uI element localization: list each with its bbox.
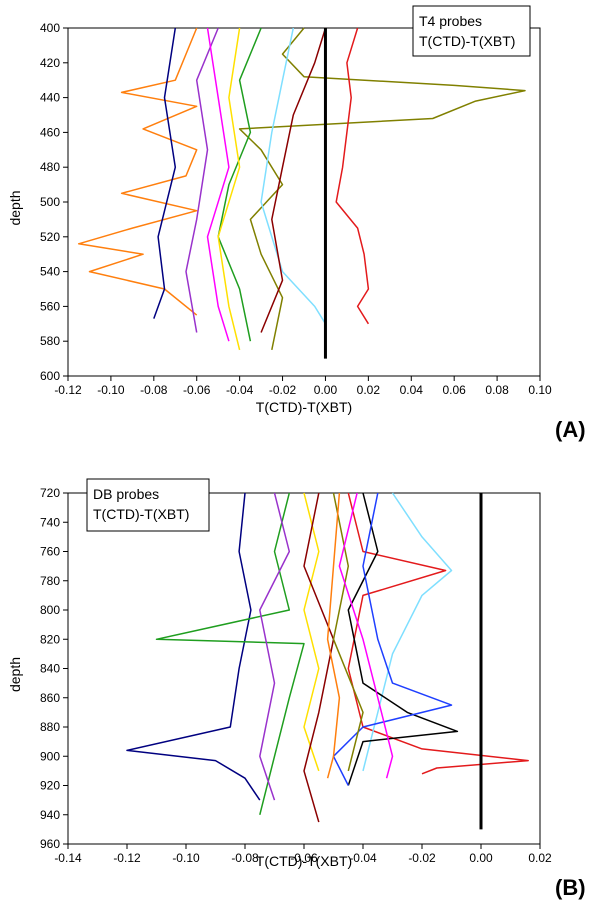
y-axis-label: depth: [7, 190, 23, 225]
series-line-7: [259, 492, 291, 801]
legend-box: [412, 5, 531, 57]
y-tick-label: 960: [40, 837, 60, 851]
y-tick-label: 480: [40, 160, 60, 174]
y-tick-label: 720: [40, 486, 60, 500]
x-tick-label: -0.04: [226, 383, 254, 397]
series-line-11: [338, 492, 394, 779]
x-tick-label: -0.10: [172, 851, 200, 865]
y-tick-label: 580: [40, 334, 60, 348]
y-tick-label: 880: [40, 720, 60, 734]
x-tick-label: 0.04: [400, 383, 424, 397]
series-line-4: [362, 492, 453, 772]
x-tick-label: -0.14: [54, 851, 82, 865]
y-tick-label: 920: [40, 779, 60, 793]
series-line-1: [126, 492, 261, 801]
x-tick-label: -0.02: [408, 851, 436, 865]
y-tick-label: 940: [40, 808, 60, 822]
x-tick-label: -0.06: [183, 383, 211, 397]
y-tick-label: 540: [40, 265, 60, 279]
y-tick-label: 600: [40, 369, 60, 383]
x-axis-label: T(CTD)-T(XBT): [256, 853, 352, 869]
series-line-2: [155, 492, 305, 815]
legend-entry: T(CTD)-T(XBT): [93, 506, 189, 522]
panel-label: (B): [555, 875, 586, 900]
y-tick-label: 520: [40, 230, 60, 244]
x-tick-label: -0.02: [269, 383, 297, 397]
x-tick-label: -0.08: [231, 851, 259, 865]
x-tick-label: 0.02: [528, 851, 552, 865]
series-line-9: [217, 27, 241, 351]
y-axis-label: depth: [7, 657, 23, 692]
x-tick-label: -0.12: [113, 851, 141, 865]
x-tick-label: -0.10: [97, 383, 125, 397]
y-tick-label: 800: [40, 603, 60, 617]
series-line-1: [77, 27, 198, 316]
series-line-8: [303, 492, 320, 772]
y-tick-label: 760: [40, 545, 60, 559]
legend-entry: DB probes: [93, 486, 159, 502]
series-line-2: [238, 27, 526, 351]
plot-frame-1: [67, 27, 541, 377]
plot-frame-2: [67, 492, 541, 845]
series-line-10: [332, 492, 364, 772]
y-tick-label: 780: [40, 574, 60, 588]
legend-box: [86, 478, 210, 532]
x-tick-label: 0.06: [443, 383, 467, 397]
x-tick-label: -0.12: [54, 383, 82, 397]
y-tick-label: 440: [40, 91, 60, 105]
x-tick-label: 0.08: [485, 383, 509, 397]
y-tick-label: 560: [40, 299, 60, 313]
series-line-5: [347, 492, 459, 786]
x-tick-label: -0.04: [349, 851, 377, 865]
x-axis-label: T(CTD)-T(XBT): [256, 399, 352, 415]
series-line-12: [326, 492, 341, 779]
series-line-5: [217, 27, 262, 342]
y-tick-label: 820: [40, 632, 60, 646]
x-tick-label: -0.08: [140, 383, 168, 397]
series-line-10: [206, 27, 230, 342]
legend-entry: T(CTD)-T(XBT): [419, 33, 515, 49]
series-line-6: [260, 27, 327, 325]
y-tick-label: 420: [40, 56, 60, 70]
y-tick-label: 460: [40, 125, 60, 139]
x-tick-label: 0.00: [469, 851, 493, 865]
legend-entry: T4 probes: [419, 13, 482, 29]
x-tick-label: 0.10: [528, 383, 552, 397]
y-tick-label: 500: [40, 195, 60, 209]
y-tick-label: 740: [40, 515, 60, 529]
series-line-3: [335, 27, 370, 325]
series-line-9: [303, 492, 335, 823]
series-line-6: [332, 492, 453, 786]
series-line-4: [153, 27, 177, 319]
x-tick-label: 0.02: [357, 383, 381, 397]
y-tick-label: 400: [40, 21, 60, 35]
series-line-8: [185, 27, 219, 333]
y-tick-label: 900: [40, 749, 60, 763]
series-line-7: [260, 27, 327, 333]
x-tick-label: 0.00: [314, 383, 338, 397]
panel-label: (A): [555, 417, 586, 442]
series-line-3: [347, 492, 529, 775]
x-tick-label: -0.06: [290, 851, 318, 865]
y-tick-label: 860: [40, 691, 60, 705]
y-tick-label: 840: [40, 662, 60, 676]
